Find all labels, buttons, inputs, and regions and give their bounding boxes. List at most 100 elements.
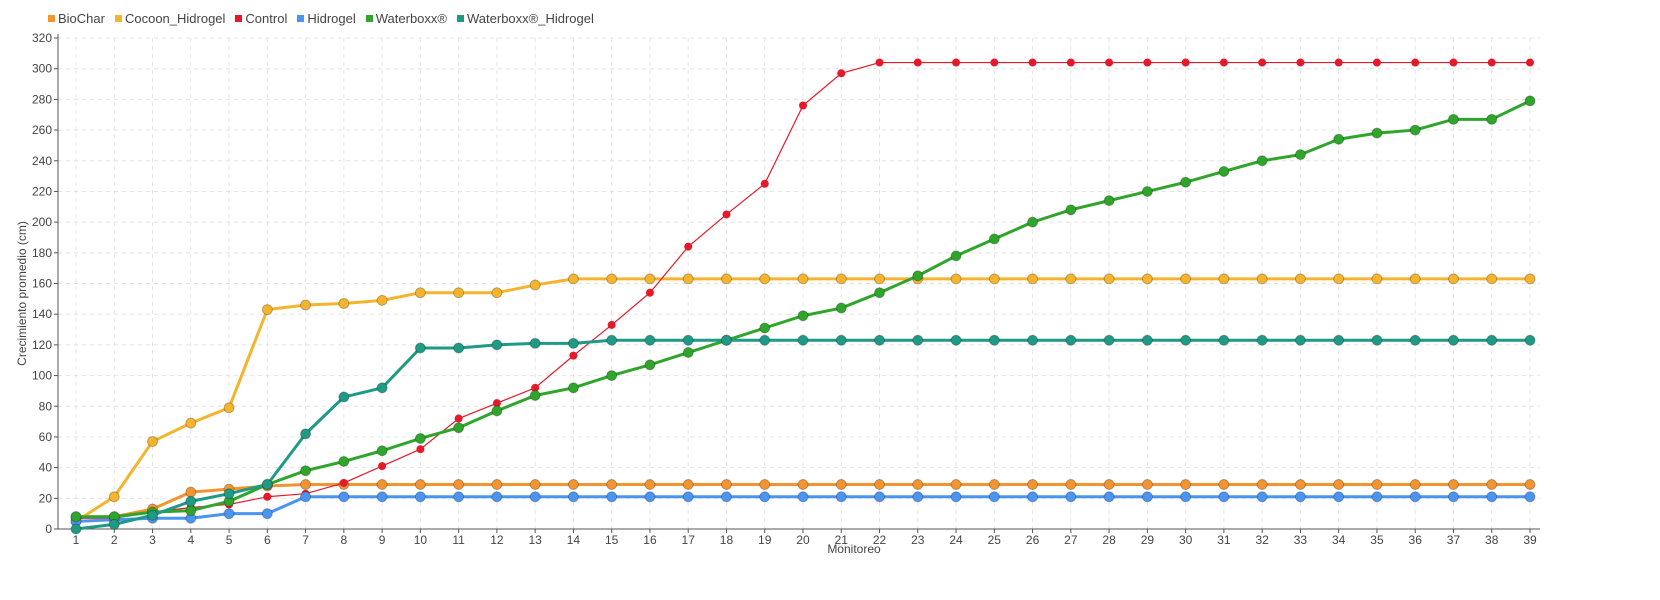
data-point [1409,491,1421,503]
y-tick-label: 80 [39,399,53,413]
data-point [682,491,694,503]
data-point [835,491,847,503]
data-point [1027,479,1039,491]
data-point [108,518,120,530]
data-point [223,488,235,500]
data-point [1294,149,1306,161]
data-point [720,491,732,503]
y-tick-label: 280 [32,92,52,106]
data-point [1027,334,1039,346]
data-point [988,479,1000,491]
data-point [223,508,235,520]
data-point [300,428,312,440]
data-point [1487,58,1496,67]
legend-swatch [235,15,243,22]
x-tick-label: 4 [187,533,194,547]
x-tick-label: 25 [988,533,1002,547]
data-point [950,250,962,262]
data-point [338,455,350,467]
data-point [759,322,771,334]
data-point [797,273,809,285]
data-point [606,491,618,503]
data-point [1218,273,1230,285]
data-point [1524,95,1536,107]
data-point [606,273,618,285]
y-tick-label: 40 [39,461,53,475]
data-point [1409,334,1421,346]
x-tick-label: 39 [1523,533,1537,547]
data-point [606,370,618,382]
data-point [1066,58,1075,67]
x-tick-label: 16 [643,533,657,547]
data-point [1218,165,1230,177]
data-point [720,479,732,491]
x-tick-label: 36 [1409,533,1423,547]
legend: BioChar Cocoon_Hidrogel Control Hidrogel Wat… [48,11,594,26]
legend-swatch [297,15,305,22]
legend-label: Waterboxx® [375,11,447,26]
data-point [682,347,694,359]
data-point [491,287,503,299]
data-point [453,422,465,434]
data-point [300,465,312,477]
data-point [1256,479,1268,491]
data-point [1141,273,1153,285]
data-point [1103,273,1115,285]
x-tick-label: 35 [1370,533,1384,547]
data-point [185,505,197,517]
data-point [988,491,1000,503]
data-point [414,342,426,354]
data-point [491,491,503,503]
data-point [1219,58,1228,67]
x-tick-label: 2 [111,533,118,547]
data-point [300,299,312,311]
data-point [1028,58,1037,67]
x-tick-label: 20 [796,533,810,547]
data-point [759,479,771,491]
data-point [644,334,656,346]
data-point [720,273,732,285]
data-point [376,445,388,457]
data-point [529,337,541,349]
data-point [261,479,273,491]
legend-swatch [48,15,55,22]
data-point [1103,479,1115,491]
data-point [1027,216,1039,228]
data-point [720,334,732,346]
data-point [416,445,425,454]
legend-item[interactable]: BioChar [48,11,105,26]
x-tick-label: 38 [1485,533,1499,547]
data-point [1141,491,1153,503]
legend-item[interactable]: Cocoon_Hidrogel [114,11,225,26]
data-point [529,279,541,291]
x-tick-label: 30 [1179,533,1193,547]
data-point [1218,334,1230,346]
data-point [988,233,1000,245]
data-point [1027,491,1039,503]
data-point [261,304,273,316]
y-tick-label: 320 [32,31,52,45]
data-point [1294,479,1306,491]
legend-item[interactable]: Waterboxx®_Hidrogel [457,11,594,26]
data-point [453,287,465,299]
y-tick-label: 180 [32,246,52,260]
y-tick-label: 140 [32,307,52,321]
data-point [682,273,694,285]
y-tick-label: 0 [45,522,52,536]
y-tick-label: 220 [32,184,52,198]
legend-item[interactable]: Waterboxx® [365,11,447,26]
x-tick-label: 28 [1102,533,1116,547]
legend-item[interactable]: Hidrogel [297,11,356,26]
data-point [569,351,578,360]
data-point [261,508,273,520]
data-point [1294,273,1306,285]
data-point [1447,113,1459,125]
data-point [759,334,771,346]
legend-item[interactable]: Control [235,11,287,26]
data-point [950,334,962,346]
data-point [1180,334,1192,346]
data-point [1256,273,1268,285]
data-point [1486,479,1498,491]
data-point [1065,204,1077,216]
x-tick-label: 29 [1141,533,1155,547]
